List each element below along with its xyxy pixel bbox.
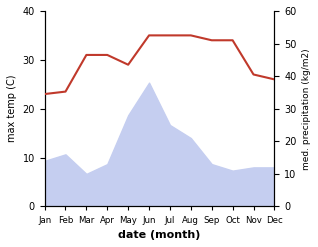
X-axis label: date (month): date (month) bbox=[118, 230, 201, 240]
Y-axis label: med. precipitation (kg/m2): med. precipitation (kg/m2) bbox=[302, 48, 311, 169]
Y-axis label: max temp (C): max temp (C) bbox=[7, 75, 17, 143]
